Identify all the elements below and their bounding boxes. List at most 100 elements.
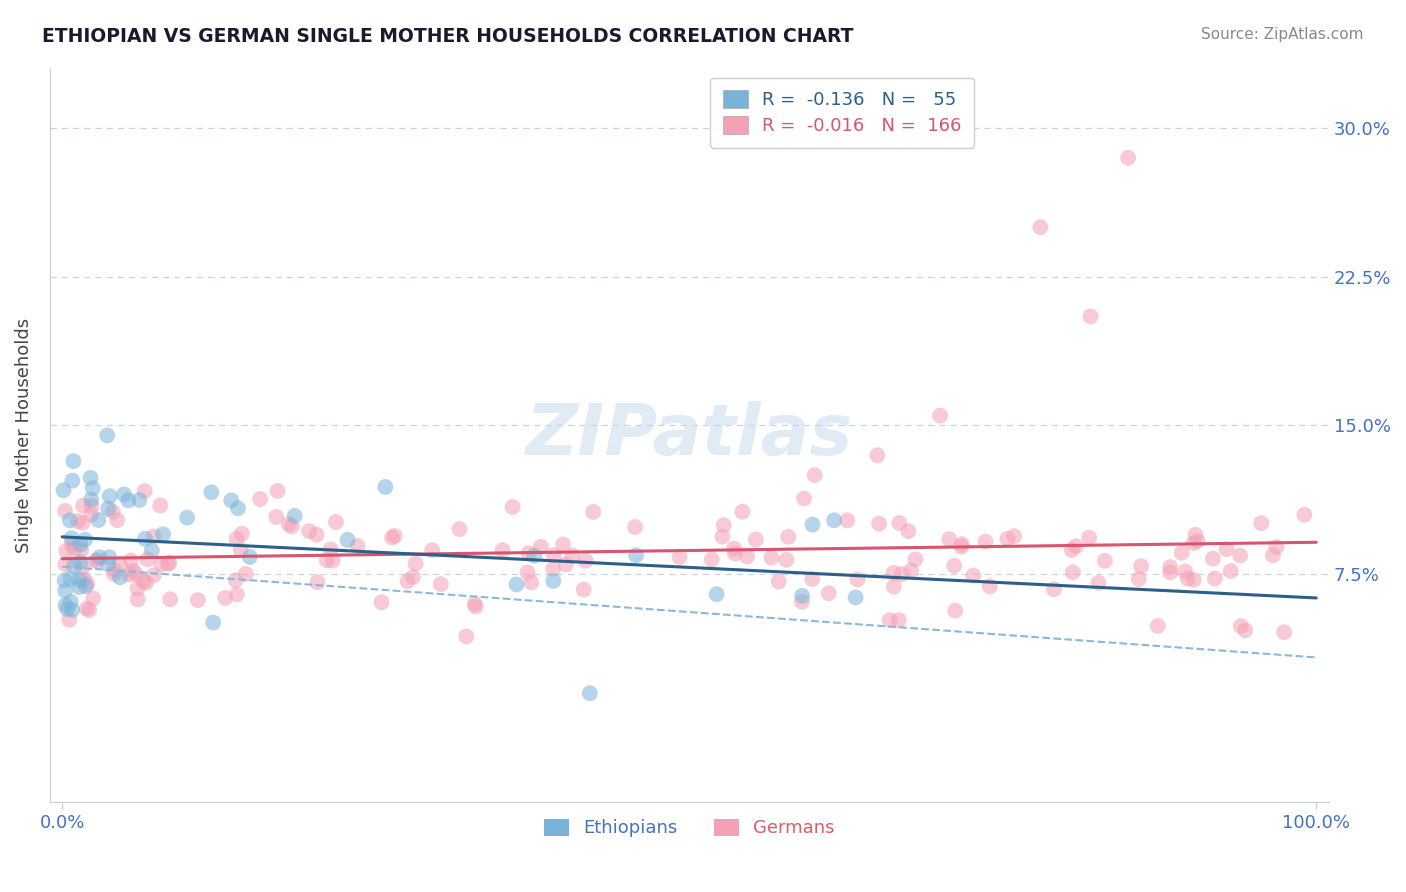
- Point: [70, 543, 93, 558]
- Point: [430, 577, 453, 591]
- Point: [801, 517, 824, 532]
- Point: [897, 524, 920, 538]
- Point: [52, 483, 75, 498]
- Point: [1219, 564, 1241, 578]
- Point: [101, 505, 124, 519]
- Point: [156, 557, 179, 571]
- Point: [225, 587, 247, 601]
- Point: [319, 542, 342, 557]
- Point: [1230, 619, 1253, 633]
- Point: [72, 516, 94, 530]
- Point: [890, 567, 912, 582]
- Point: [929, 409, 952, 423]
- Point: [1182, 573, 1205, 587]
- Point: [995, 532, 1018, 546]
- Point: [866, 448, 889, 462]
- Point: [315, 553, 337, 567]
- Point: [950, 537, 973, 551]
- Point: [889, 516, 911, 530]
- Point: [1170, 546, 1192, 560]
- Point: [582, 505, 605, 519]
- Point: [1029, 220, 1052, 235]
- Point: [541, 562, 564, 576]
- Point: [1087, 576, 1109, 591]
- Point: [80, 508, 103, 522]
- Point: [53, 504, 76, 518]
- Point: [136, 552, 159, 566]
- Point: [1094, 554, 1116, 568]
- Point: [159, 592, 181, 607]
- Point: [1182, 536, 1205, 550]
- Point: [381, 531, 404, 545]
- Point: [82, 481, 104, 495]
- Point: [1261, 548, 1284, 562]
- Point: [803, 468, 825, 483]
- Point: [75, 579, 97, 593]
- Point: [98, 489, 121, 503]
- Point: [86, 554, 108, 568]
- Point: [336, 533, 359, 547]
- Point: [790, 595, 813, 609]
- Point: [226, 501, 249, 516]
- Point: [1184, 527, 1206, 541]
- Point: [1204, 571, 1226, 585]
- Point: [1147, 619, 1170, 633]
- Point: [59, 595, 82, 609]
- Point: [1062, 566, 1084, 580]
- Text: ZIPatlas: ZIPatlas: [526, 401, 853, 470]
- Point: [80, 492, 103, 507]
- Point: [668, 549, 690, 564]
- Point: [72, 560, 94, 574]
- Point: [575, 554, 598, 568]
- Point: [75, 533, 97, 547]
- Point: [1130, 559, 1153, 574]
- Point: [98, 550, 121, 565]
- Point: [150, 558, 173, 572]
- Point: [1159, 566, 1181, 580]
- Point: [79, 471, 101, 485]
- Point: [134, 532, 156, 546]
- Point: [491, 543, 513, 558]
- Point: [792, 589, 814, 603]
- Point: [706, 587, 728, 601]
- Point: [396, 574, 419, 589]
- Point: [551, 537, 574, 551]
- Point: [370, 595, 392, 609]
- Point: [229, 542, 252, 557]
- Point: [402, 570, 425, 584]
- Point: [723, 541, 745, 556]
- Point: [58, 613, 80, 627]
- Point: [77, 603, 100, 617]
- Point: [1060, 543, 1083, 558]
- Point: [1187, 533, 1209, 548]
- Point: [554, 558, 576, 572]
- Point: [1234, 624, 1257, 638]
- Point: [1043, 582, 1066, 597]
- Point: [1159, 560, 1181, 574]
- Point: [142, 568, 165, 582]
- Point: [277, 516, 299, 531]
- Point: [176, 510, 198, 524]
- Point: [887, 613, 910, 627]
- Point: [624, 520, 647, 534]
- Point: [938, 532, 960, 546]
- Point: [517, 546, 540, 560]
- Point: [761, 550, 783, 565]
- Point: [84, 553, 107, 567]
- Point: [1202, 551, 1225, 566]
- Point: [125, 566, 148, 581]
- Point: [87, 513, 110, 527]
- Point: [731, 505, 754, 519]
- Point: [132, 574, 155, 589]
- Point: [60, 531, 83, 545]
- Point: [281, 519, 304, 533]
- Point: [225, 532, 247, 546]
- Point: [1002, 529, 1025, 543]
- Point: [904, 552, 927, 566]
- Point: [103, 566, 125, 581]
- Point: [520, 575, 543, 590]
- Point: [322, 554, 344, 568]
- Point: [104, 563, 127, 577]
- Point: [56, 602, 79, 616]
- Point: [62, 454, 84, 468]
